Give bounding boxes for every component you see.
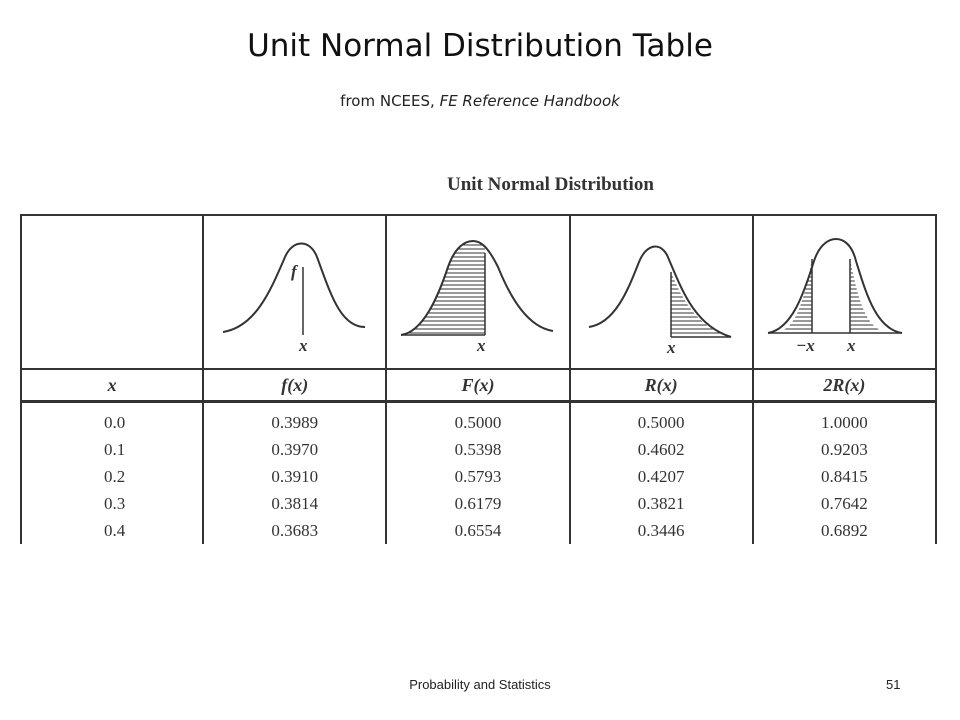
density-curve-diagram: f x — [222, 242, 365, 355]
subtitle-source-title: FE Reference Handbook — [439, 92, 620, 110]
curve-x-label: x — [476, 336, 486, 355]
cell-Rx: 0.5000 — [568, 401, 753, 436]
distribution-table: f x x — [19, 214, 938, 544]
tail-curve-diagram: x — [588, 245, 732, 357]
slide-subtitle: from NCEES, FE Reference Handbook — [0, 92, 960, 110]
cell-x: 0.4 — [19, 517, 204, 544]
column-header-row: x f(x) F(x) R(x) 2R(x) — [19, 369, 938, 403]
cell-Fx: 0.5793 — [385, 463, 570, 490]
curve-x-label: x — [666, 338, 676, 357]
cell-x: 0.0 — [19, 401, 204, 436]
curve-neg-x-label: −x — [796, 336, 815, 355]
table-row: 0.1 0.3970 0.5398 0.4602 0.9203 — [19, 436, 938, 463]
cell-fx: 0.3814 — [202, 490, 387, 517]
footer-course-title: Probability and Statistics — [409, 677, 551, 692]
table-row: 0.2 0.3910 0.5793 0.4207 0.8415 — [19, 463, 938, 490]
cell-Fx: 0.6554 — [385, 517, 570, 544]
table-heading: Unit Normal Distribution — [447, 174, 654, 195]
cell-x: 0.2 — [19, 463, 204, 490]
two-tail-curve-diagram: −x x — [768, 237, 903, 355]
column-header-Rx: R(x) — [568, 369, 753, 403]
column-header-x: x — [19, 369, 204, 403]
cell-Fx: 0.5398 — [385, 436, 570, 463]
cell-Rx: 0.3446 — [568, 517, 753, 544]
cell-2Rx: 0.9203 — [751, 436, 938, 463]
cell-x: 0.3 — [19, 490, 204, 517]
table-row: 0.4 0.3683 0.6554 0.3446 0.6892 — [19, 517, 938, 544]
cell-2Rx: 1.0000 — [751, 401, 938, 436]
column-header-2Rx: 2R(x) — [751, 369, 938, 403]
cell-2Rx: 0.7642 — [751, 490, 938, 517]
tail-curve-cell: x — [568, 214, 753, 370]
cell-fx: 0.3910 — [202, 463, 387, 490]
cell-2Rx: 0.8415 — [751, 463, 938, 490]
subtitle-prefix: from NCEES, — [340, 92, 440, 110]
cell-Rx: 0.3821 — [568, 490, 753, 517]
curve-x-label: x — [298, 336, 308, 355]
cell-fx: 0.3989 — [202, 401, 387, 436]
cell-Rx: 0.4602 — [568, 436, 753, 463]
table-row: 0.0 0.3989 0.5000 0.5000 1.0000 — [19, 401, 938, 436]
empty-curve-cell — [19, 214, 204, 370]
cumulative-curve-diagram: x — [400, 239, 554, 355]
cell-2Rx: 0.6892 — [751, 517, 938, 544]
cell-Fx: 0.5000 — [385, 401, 570, 436]
cell-fx: 0.3683 — [202, 517, 387, 544]
distribution-table-container: f x x — [19, 214, 938, 544]
cell-x: 0.1 — [19, 436, 204, 463]
two-tail-curve-cell: −x x — [751, 214, 938, 370]
column-header-Fx: F(x) — [385, 369, 570, 403]
column-header-fx: f(x) — [202, 369, 387, 403]
curve-illustration-row: f x x — [19, 214, 938, 370]
cell-Rx: 0.4207 — [568, 463, 753, 490]
cell-fx: 0.3970 — [202, 436, 387, 463]
footer-page-number: 51 — [886, 677, 901, 692]
slide-title: Unit Normal Distribution Table — [247, 28, 713, 64]
cell-Fx: 0.6179 — [385, 490, 570, 517]
table-row: 0.3 0.3814 0.6179 0.3821 0.7642 — [19, 490, 938, 517]
curve-x-label: x — [846, 336, 856, 355]
density-curve-cell: f x — [202, 214, 387, 370]
curve-f-label: f — [291, 262, 299, 281]
cumulative-curve-cell: x — [385, 214, 570, 370]
